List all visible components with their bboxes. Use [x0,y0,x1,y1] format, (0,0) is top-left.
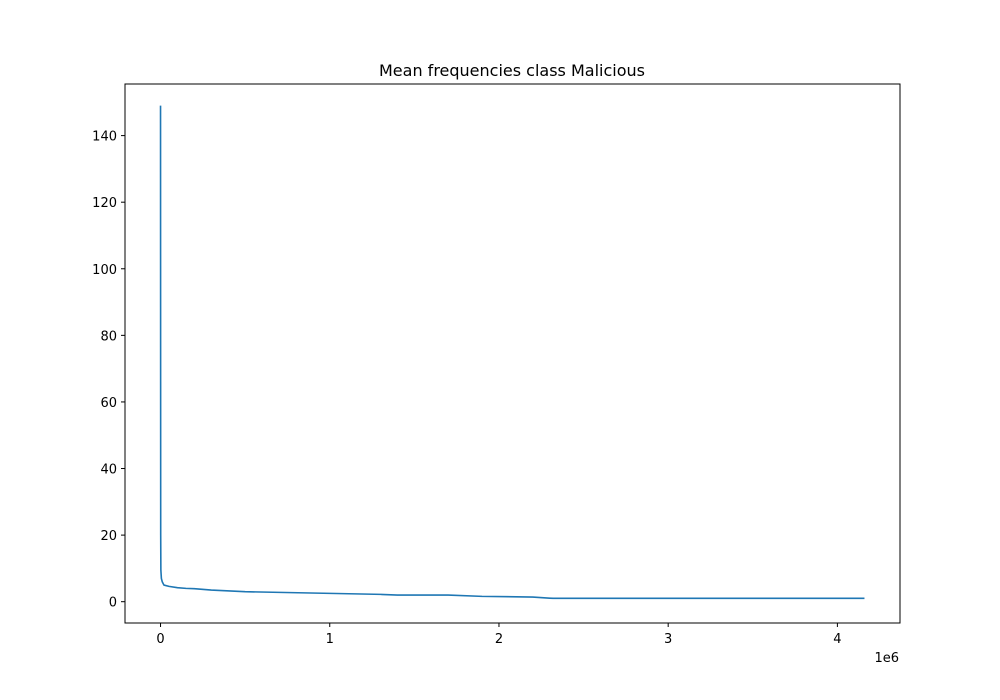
y-axis: 0 20 40 60 80 100 120 140 [92,130,125,611]
y-tick-label: 80 [100,329,117,344]
y-tick-label: 40 [100,463,117,478]
plot-area [159,105,865,600]
chart-title: Mean frequencies class Malicious [379,61,645,80]
x-offset-label: 1e6 [874,651,899,666]
axes-frame [124,83,901,624]
x-tick-label: 1 [326,632,334,647]
x-tick-label: 2 [495,632,503,647]
y-tick-label: 60 [100,396,117,411]
x-tick-label: 4 [833,632,841,647]
y-tick-label: 140 [92,130,117,145]
y-tick-label: 0 [109,596,117,611]
series-line-0 [159,105,865,600]
y-tick-label: 120 [92,196,117,211]
y-tick-label: 20 [100,529,117,544]
x-axis: 0 1 2 3 4 [156,623,842,647]
x-tick-label: 0 [156,632,164,647]
y-tick-label: 100 [92,263,117,278]
x-tick-label: 3 [664,632,672,647]
